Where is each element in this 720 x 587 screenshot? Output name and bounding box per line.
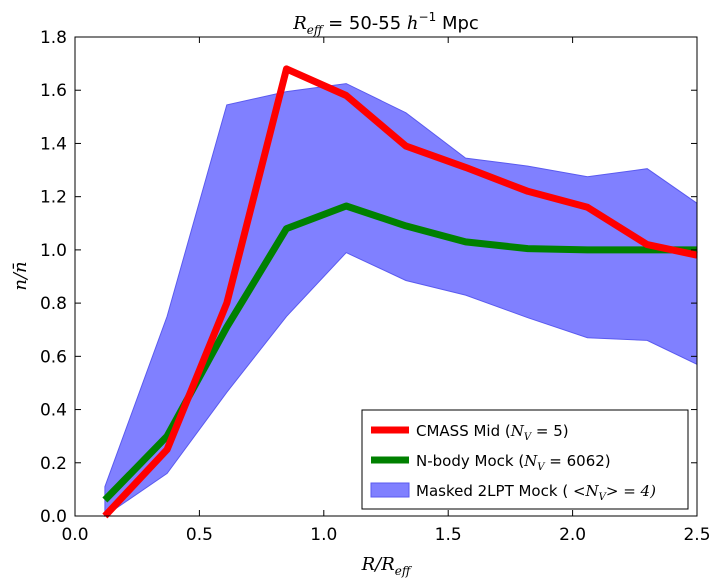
y-tick-label: 0.6 <box>40 347 67 367</box>
y-tick-label: 1.4 <box>40 134 67 154</box>
x-tick-label: 2.5 <box>683 525 710 545</box>
y-tick-label: 0.4 <box>40 401 67 421</box>
x-tick-label: 1.5 <box>435 525 462 545</box>
y-tick-label: 1.0 <box>40 241 67 261</box>
y-tick-label: 1.2 <box>40 188 67 208</box>
x-tick-label: 0.0 <box>61 525 88 545</box>
legend-cmass-label: CMASS Mid (NV = 5) <box>416 422 569 443</box>
x-tick-label: 0.5 <box>186 525 213 545</box>
legend-band-label: Masked 2LPT Mock ( <NV> = 4) <box>416 482 656 503</box>
cmass-mid-line <box>102 65 698 519</box>
nbody-mock-line <box>102 202 697 503</box>
legend-nbody-label: N-body Mock (NV = 6062) <box>416 452 611 473</box>
x-axis: 0.0 0.5 1.0 1.5 2.0 2.5 <box>61 37 711 545</box>
x-tick-label: 1.0 <box>310 525 337 545</box>
y-tick-label: 1.6 <box>40 81 67 101</box>
plot-frame <box>74 36 698 517</box>
x-axis-label: R/Reff <box>361 554 413 578</box>
x-tick-label: 2.0 <box>559 525 586 545</box>
y-tick-label: 0.0 <box>40 507 67 527</box>
chart-title: Reff = 50-55 h−1 Mpc <box>292 10 479 37</box>
legend-box <box>361 409 689 510</box>
y-tick-label: 0.8 <box>40 294 67 314</box>
y-axis: 0.0 0.2 0.4 0.6 0.8 1.0 1.2 1.4 1.6 1.8 <box>40 28 697 527</box>
y-tick-label: 0.2 <box>40 454 67 474</box>
legend-band-swatch <box>370 482 410 498</box>
y-tick-label: 1.8 <box>40 28 67 48</box>
legend: CMASS Mid (NV = 5) N-body Mock (NV = 606… <box>361 409 689 510</box>
y-axis-label: n/n̄ <box>10 261 31 290</box>
